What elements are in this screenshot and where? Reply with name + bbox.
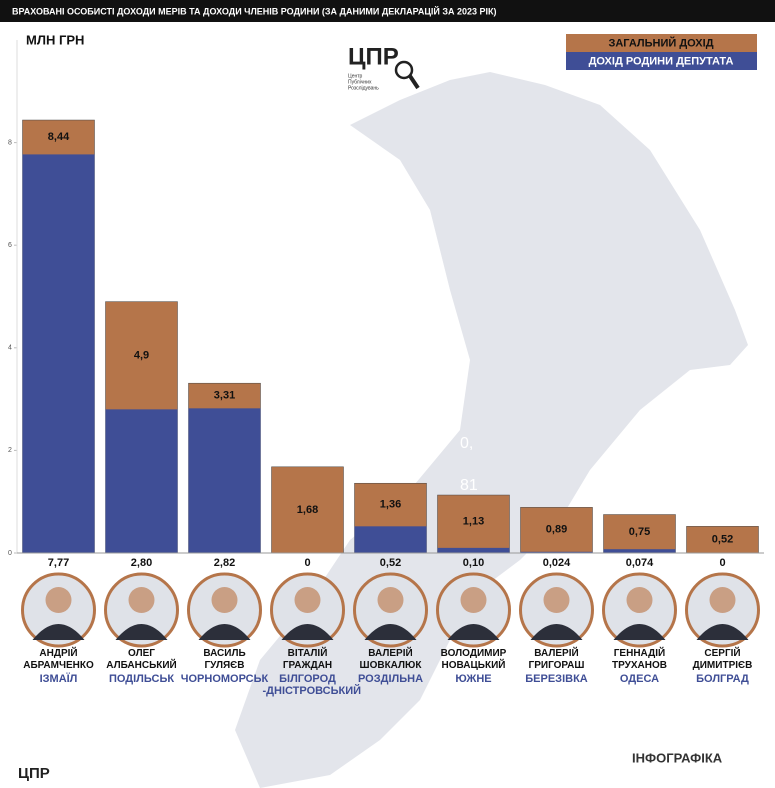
y-tick-label: 4 <box>8 345 12 352</box>
y-tick-label: 0 <box>8 550 12 557</box>
bar-family <box>23 154 95 553</box>
family-label: 0,10 <box>463 557 484 569</box>
y-tick-label: 2 <box>8 447 12 454</box>
city-name: БІЛГОРОД -ДНІСТРОВСЬКИЙ <box>263 673 353 697</box>
person-name: ВАЛЕРІЙ ШОВКАЛЮК <box>349 648 433 672</box>
family-label: 2,80 <box>131 557 152 569</box>
y-tick-label: 6 <box>8 242 12 249</box>
city-name: РОЗДІЛЬНА <box>346 673 436 685</box>
bar-family <box>355 526 427 553</box>
logo-handle <box>410 76 418 88</box>
value-label: 0,89 <box>546 523 567 535</box>
logo-small: ЦПР <box>18 765 50 782</box>
family-label: 0,024 <box>543 557 571 569</box>
family-label: 0 <box>304 557 310 569</box>
family-label: 7,77 <box>48 557 69 569</box>
bar-family <box>604 549 676 553</box>
family-label: 2,82 <box>214 557 235 569</box>
person-name: ОЛЕГ АЛБАНСЬКИЙ <box>100 648 184 672</box>
person-name: ВАСИЛЬ ГУЛЯЄВ <box>183 648 267 672</box>
photo-head <box>710 587 736 613</box>
family-label: 0,074 <box>626 557 654 569</box>
legend-label: ДОХІД РОДИНИ ДЕПУТАТА <box>589 55 734 67</box>
city-name: ЧОРНОМОРСЬК <box>180 673 270 685</box>
city-name: ЮЖНЕ <box>429 673 519 685</box>
photo-head <box>544 587 570 613</box>
value-label: 0,52 <box>712 534 733 546</box>
value-label: 1,13 <box>463 515 484 527</box>
value-label: 1,36 <box>380 499 401 511</box>
family-label: 0,52 <box>380 557 401 569</box>
annotation: 0, <box>460 435 473 452</box>
photo-head <box>129 587 155 613</box>
y-tick-label: 8 <box>8 139 12 146</box>
value-label: 0,75 <box>629 526 650 538</box>
y-axis-label: МЛН ГРН <box>26 32 84 47</box>
footer: ІНФОГРАФІКА <box>632 750 723 765</box>
family-label: 0 <box>719 557 725 569</box>
person-name: ВОЛОДИМИР НОВАЦЬКИЙ <box>432 648 516 672</box>
person-name: ВІТАЛІЙ ГРАЖДАН <box>266 648 350 672</box>
bar-family <box>438 548 510 553</box>
photo-head <box>461 587 487 613</box>
person-name: ВАЛЕРІЙ ГРИГОРАШ <box>515 648 599 672</box>
title: ВРАХОВАНІ ОСОБИСТІ ДОХОДИ МЕРІВ ТА ДОХОД… <box>12 5 497 16</box>
person-name: ГЕННАДІЙ ТРУХАНОВ <box>598 648 682 672</box>
logo: ЦПР <box>348 43 399 70</box>
city-name: ПОДІЛЬСЬК <box>97 673 187 685</box>
photo-head <box>627 587 653 613</box>
legend-label: ЗАГАЛЬНИЙ ДОХІД <box>608 36 713 49</box>
page: ВРАХОВАНІ ОСОБИСТІ ДОХОДИ МЕРІВ ТА ДОХОД… <box>0 0 775 788</box>
person-name: АНДРІЙ АБРАМЧЕНКО <box>17 648 101 672</box>
logo-sub: Розслідувань <box>348 85 379 91</box>
photo-head <box>378 587 404 613</box>
annotation: 81 <box>460 477 478 494</box>
city-name: ІЗМАЇЛ <box>14 673 104 685</box>
bar-family <box>106 409 178 553</box>
city-name: БЕРЕЗІВКА <box>512 673 602 685</box>
value-label: 1,68 <box>297 504 318 516</box>
city-name: БОЛГРАД <box>678 673 768 685</box>
photo-head <box>46 587 72 613</box>
person-name: СЕРГІЙ ДИМИТРІЄВ <box>681 648 765 672</box>
bar-family <box>189 408 261 553</box>
city-name: ОДЕСА <box>595 673 685 685</box>
value-label: 3,31 <box>214 390 235 402</box>
value-label: 8,44 <box>48 131 70 143</box>
photo-head <box>295 587 321 613</box>
value-label: 4,9 <box>134 349 149 361</box>
photo-head <box>212 587 238 613</box>
